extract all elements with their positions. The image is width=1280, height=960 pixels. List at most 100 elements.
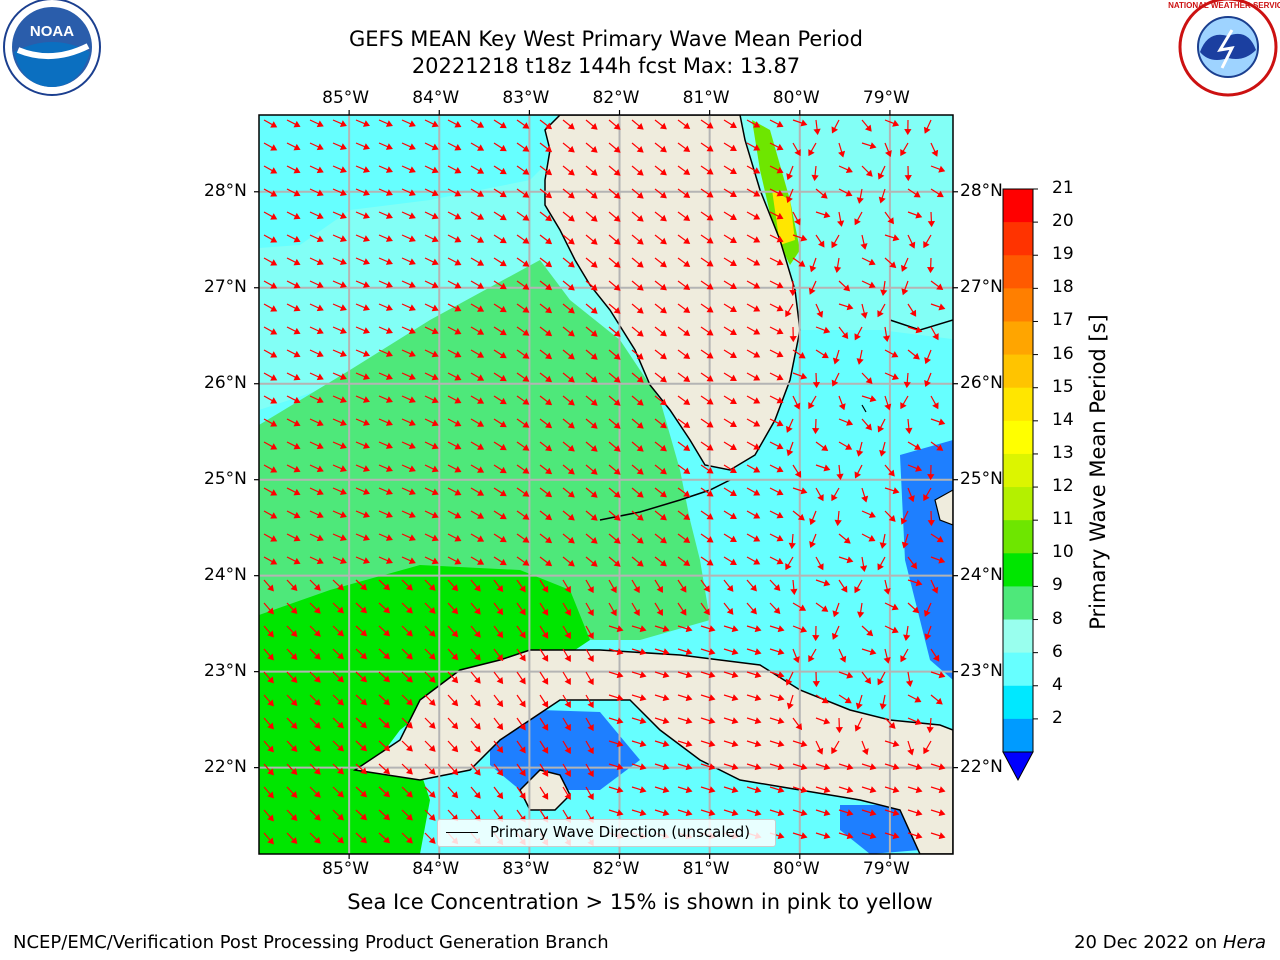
wave-arrow xyxy=(470,303,485,312)
wave-arrow xyxy=(424,510,439,519)
wave-arrow xyxy=(470,441,485,450)
wave-arrow xyxy=(608,211,621,222)
wave-arrow xyxy=(677,280,691,291)
wave-arrow xyxy=(355,533,370,541)
colorbar-extend-triangle xyxy=(1002,751,1034,782)
wave-arrow xyxy=(907,809,923,817)
wave-arrow xyxy=(424,648,436,660)
wave-arrow xyxy=(631,809,647,817)
lat-tick-label: 28°N xyxy=(960,180,1003,201)
wave-arrow xyxy=(905,671,914,687)
wave-arrow xyxy=(447,464,462,473)
wave-arrow xyxy=(700,188,714,198)
wave-arrow xyxy=(286,556,301,565)
wave-arrow xyxy=(907,349,920,360)
wave-arrow xyxy=(924,349,932,365)
wave-arrow xyxy=(516,211,530,221)
wave-arrow xyxy=(907,303,917,317)
wave-arrow xyxy=(378,556,393,564)
wave-arrow xyxy=(286,763,298,776)
wave-arrow xyxy=(401,395,416,404)
wave-arrow xyxy=(856,349,864,365)
wave-arrow xyxy=(470,326,485,335)
wave-arrow xyxy=(723,579,734,592)
wave-arrow xyxy=(631,303,644,314)
wave-arrow xyxy=(562,418,575,429)
wave-arrow xyxy=(677,694,693,702)
wave-arrow xyxy=(378,142,393,150)
wave-arrow xyxy=(838,165,853,174)
wave-arrow xyxy=(493,257,507,267)
wave-arrow xyxy=(815,464,831,472)
wave-arrow xyxy=(378,763,391,775)
wave-arrow xyxy=(516,694,526,708)
wave-arrow xyxy=(700,418,714,428)
wave-arrow xyxy=(608,441,621,452)
lon-tick-label: 84°W xyxy=(412,859,460,879)
wave-arrow xyxy=(861,510,876,518)
wave-arrow xyxy=(746,602,757,615)
wave-arrow xyxy=(516,441,530,451)
wave-arrow xyxy=(401,119,416,128)
wave-arrow xyxy=(401,510,416,519)
wave-arrow xyxy=(585,188,598,199)
wave-arrow xyxy=(927,257,935,274)
wave-arrow xyxy=(608,142,621,153)
wave-arrow xyxy=(378,119,393,127)
wave-arrow xyxy=(769,648,785,656)
wave-arrow xyxy=(378,694,391,706)
colorbar-segment xyxy=(1003,321,1033,356)
wave-arrow xyxy=(907,717,922,725)
wave-arrow xyxy=(838,648,847,663)
wave-arrow xyxy=(884,786,900,794)
wave-arrow xyxy=(332,579,344,591)
wave-arrow xyxy=(539,648,549,662)
wave-arrow xyxy=(654,372,667,383)
wave-arrow xyxy=(884,257,897,269)
wave-arrow xyxy=(746,487,761,496)
wave-arrow xyxy=(309,165,324,174)
wave-arrow xyxy=(447,326,462,335)
wave-arrow xyxy=(493,763,504,777)
wave-arrow xyxy=(700,579,710,593)
wave-arrow xyxy=(769,303,784,312)
wave-arrow xyxy=(516,464,530,474)
wave-arrow xyxy=(562,648,571,662)
wave-arrow xyxy=(854,579,863,594)
wave-arrow xyxy=(723,487,737,496)
wave-arrow xyxy=(903,372,911,389)
wave-arrow xyxy=(855,694,863,710)
wave-arrow xyxy=(355,786,368,798)
wave-arrow xyxy=(786,441,794,457)
wave-arrow xyxy=(562,510,575,521)
wave-arrow xyxy=(723,763,739,771)
wave-arrow xyxy=(792,487,808,495)
wave-arrow xyxy=(263,464,278,473)
wave-arrow xyxy=(585,648,594,663)
wave-arrow xyxy=(378,533,393,541)
wave-arrow xyxy=(923,119,932,134)
wave-arrow xyxy=(424,326,439,335)
wave-arrow xyxy=(923,740,932,755)
wave-arrow xyxy=(470,648,481,661)
wave-arrow xyxy=(631,188,644,199)
wave-arrow xyxy=(493,326,507,336)
wave-arrow xyxy=(286,303,301,312)
wave-arrow xyxy=(838,303,854,311)
wave-arrow xyxy=(286,602,298,615)
wave-arrow xyxy=(930,763,946,771)
wave-arrow xyxy=(355,556,370,564)
wave-arrow xyxy=(631,740,647,748)
wave-arrow xyxy=(447,533,462,542)
wave-arrow xyxy=(677,648,693,656)
wave-arrow xyxy=(447,395,462,404)
wave-arrow xyxy=(700,119,714,129)
nws-logo-text: NATIONAL WEATHER SERVICE xyxy=(1168,1,1280,10)
map-subtitle: 20221218 t18z 144h fcst Max: 13.87 xyxy=(411,54,801,78)
wave-arrow xyxy=(785,671,794,686)
wave-arrow xyxy=(700,694,716,702)
wave-arrow xyxy=(923,602,932,617)
wave-arrow xyxy=(309,464,324,473)
wave-arrow xyxy=(286,694,298,707)
wave-arrow xyxy=(631,694,647,702)
